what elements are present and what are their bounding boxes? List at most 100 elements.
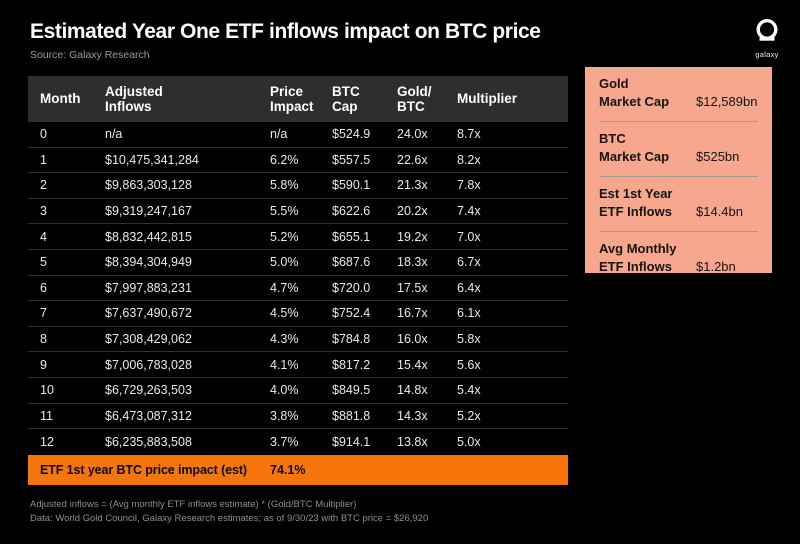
cell-adjusted-inflows: $7,006,783,028 — [105, 357, 192, 372]
cell-btc-cap: $655.1 — [332, 229, 371, 244]
stat-item: BTC Market Cap $525bn — [599, 121, 758, 176]
table-row: 10 $6,729,263,503 4.0% $849.5 14.8x 5.4x — [28, 378, 568, 404]
cell-adjusted-inflows: $10,475,341,284 — [105, 152, 199, 167]
cell-gold-btc: 14.3x — [397, 408, 428, 423]
cell-multiplier: 8.2x — [457, 152, 481, 167]
cell-btc-cap: $590.1 — [332, 178, 371, 193]
summary-label: ETF 1st year BTC price impact (est) — [40, 462, 247, 477]
cell-gold-btc: 22.6x — [397, 152, 428, 167]
cell-gold-btc: 24.0x — [397, 127, 428, 142]
cell-gold-btc: 16.0x — [397, 332, 428, 347]
cell-month: 11 — [40, 408, 53, 423]
cell-btc-cap: $784.8 — [332, 332, 371, 347]
stat-label: Est 1st Year ETF Inflows — [599, 186, 673, 219]
table-header: Month Adjusted Inflows Price Impact BTC … — [28, 76, 568, 122]
table-row: 7 $7,637,490,672 4.5% $752.4 16.7x 6.1x — [28, 301, 568, 327]
stat-value: $1.2bn — [696, 259, 736, 275]
cell-price-impact: 3.7% — [270, 434, 299, 449]
cell-multiplier: 6.4x — [457, 280, 481, 295]
cell-adjusted-inflows: $6,235,883,508 — [105, 434, 192, 449]
table-body: 0 n/a n/a $524.9 24.0x 8.7x 1 $10,475,34… — [28, 122, 568, 455]
cell-gold-btc: 21.3x — [397, 178, 428, 193]
table-row: 8 $7,308,429,062 4.3% $784.8 16.0x 5.8x — [28, 327, 568, 353]
cell-gold-btc: 18.3x — [397, 255, 428, 270]
stat-item: Est 1st Year ETF Inflows $14.4bn — [599, 176, 758, 231]
table-row: 9 $7,006,783,028 4.1% $817.2 15.4x 5.6x — [28, 352, 568, 378]
etf-impact-table: Month Adjusted Inflows Price Impact BTC … — [28, 76, 568, 485]
table-row: 4 $8,832,442,815 5.2% $655.1 19.2x 7.0x — [28, 224, 568, 250]
cell-btc-cap: $881.8 — [332, 408, 371, 423]
table-row: 1 $10,475,341,284 6.2% $557.5 22.6x 8.2x — [28, 148, 568, 174]
column-header-adjusted-inflows: Adjusted Inflows — [105, 83, 163, 114]
cell-btc-cap: $849.5 — [332, 383, 371, 398]
cell-month: 6 — [40, 280, 47, 295]
cell-month: 8 — [40, 332, 47, 347]
cell-btc-cap: $720.0 — [332, 280, 371, 295]
page-source: Source: Galaxy Research — [30, 49, 150, 61]
cell-price-impact: 6.2% — [270, 152, 299, 167]
cell-price-impact: n/a — [270, 127, 288, 142]
cell-multiplier: 5.4x — [457, 383, 481, 398]
cell-adjusted-inflows: $8,832,442,815 — [105, 229, 192, 244]
cell-multiplier: 5.2x — [457, 408, 481, 423]
cell-gold-btc: 20.2x — [397, 204, 428, 219]
cell-month: 5 — [40, 255, 47, 270]
cell-adjusted-inflows: $8,394,304,949 — [105, 255, 192, 270]
table-row: 12 $6,235,883,508 3.7% $914.1 13.8x 5.0x — [28, 429, 568, 455]
table-row: 6 $7,997,883,231 4.7% $720.0 17.5x 6.4x — [28, 276, 568, 302]
cell-adjusted-inflows: $6,473,087,312 — [105, 408, 192, 423]
cell-adjusted-inflows: $9,863,303,128 — [105, 178, 192, 193]
cell-price-impact: 5.2% — [270, 229, 299, 244]
table-row: 2 $9,863,303,128 5.8% $590.1 21.3x 7.8x — [28, 173, 568, 199]
cell-adjusted-inflows: n/a — [105, 127, 123, 142]
cell-multiplier: 6.1x — [457, 306, 481, 321]
stat-value: $525bn — [696, 149, 740, 165]
cell-month: 2 — [40, 178, 47, 193]
cell-btc-cap: $914.1 — [332, 434, 371, 449]
summary-value: 74.1% — [270, 462, 306, 477]
cell-month: 0 — [40, 127, 47, 142]
galaxy-logo-label: galaxy — [755, 50, 779, 59]
cell-month: 7 — [40, 306, 47, 321]
cell-btc-cap: $524.9 — [332, 127, 371, 142]
table-row: 3 $9,319,247,167 5.5% $622.6 20.2x 7.4x — [28, 199, 568, 225]
cell-gold-btc: 15.4x — [397, 357, 428, 372]
cell-adjusted-inflows: $9,319,247,167 — [105, 204, 192, 219]
galaxy-logo: galaxy — [748, 17, 786, 59]
stat-value: $14.4bn — [696, 204, 743, 220]
cell-gold-btc: 16.7x — [397, 306, 428, 321]
cell-btc-cap: $557.5 — [332, 152, 371, 167]
cell-month: 12 — [40, 434, 54, 449]
cell-month: 4 — [40, 229, 47, 244]
cell-gold-btc: 17.5x — [397, 280, 428, 295]
stats-panel: Gold Market Cap $12,589bn BTC Market Cap… — [585, 67, 772, 275]
cell-adjusted-inflows: $6,729,263,503 — [105, 383, 192, 398]
cell-multiplier: 8.7x — [457, 127, 481, 142]
footnote-source: Data: World Gold Council, Galaxy Researc… — [30, 512, 429, 524]
cell-multiplier: 6.7x — [457, 255, 481, 270]
cell-gold-btc: 13.8x — [397, 434, 428, 449]
cell-price-impact: 4.5% — [270, 306, 299, 321]
cell-month: 1 — [40, 152, 47, 167]
column-header-multiplier: Multiplier — [457, 91, 517, 107]
cell-price-impact: 5.0% — [270, 255, 299, 270]
cell-price-impact: 4.0% — [270, 383, 299, 398]
cell-multiplier: 5.6x — [457, 357, 481, 372]
cell-multiplier: 7.4x — [457, 204, 481, 219]
cell-multiplier: 5.8x — [457, 332, 481, 347]
galaxy-helmet-icon — [749, 18, 785, 48]
cell-multiplier: 7.8x — [457, 178, 481, 193]
summary-row: ETF 1st year BTC price impact (est) 74.1… — [28, 454, 568, 485]
page-title: Estimated Year One ETF inflows impact on… — [30, 20, 541, 43]
cell-gold-btc: 14.8x — [397, 383, 428, 398]
stat-item: Gold Market Cap $12,589bn — [599, 67, 758, 121]
cell-adjusted-inflows: $7,637,490,672 — [105, 306, 192, 321]
stat-label: BTC Market Cap — [599, 131, 670, 164]
cell-month: 3 — [40, 204, 47, 219]
column-header-btc-cap: BTC Cap — [332, 83, 360, 114]
column-header-month: Month — [40, 91, 81, 107]
cell-price-impact: 5.8% — [270, 178, 299, 193]
cell-price-impact: 4.7% — [270, 280, 299, 295]
cell-price-impact: 5.5% — [270, 204, 299, 219]
table-row: 5 $8,394,304,949 5.0% $687.6 18.3x 6.7x — [28, 250, 568, 276]
